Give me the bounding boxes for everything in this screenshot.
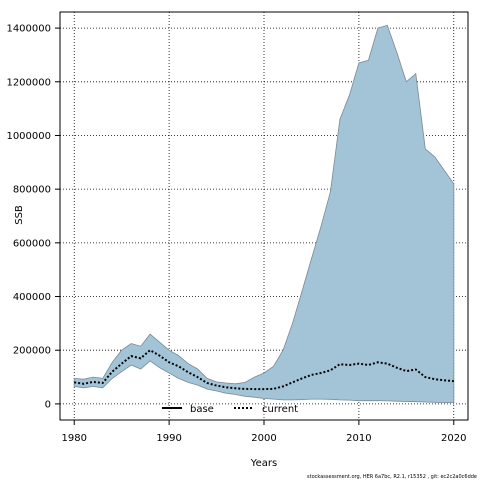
- y-tick-label-1400000: 1400000: [6, 24, 51, 35]
- y-axis: 0 200000 400000 600000 800000 1000000 1200000 1…: [6, 24, 60, 410]
- x-tick-label-1980: 1980: [62, 433, 87, 444]
- series-lines: [74, 348, 454, 391]
- x-tick-label-2010: 2010: [346, 433, 371, 444]
- x-axis-title: Years: [250, 458, 277, 469]
- y-tick-label-200000: 200000: [13, 346, 51, 357]
- legend: base current: [162, 404, 298, 415]
- series-line-current: [74, 348, 454, 391]
- legend-label-base: base: [190, 404, 214, 415]
- x-tick-label-1990: 1990: [156, 433, 181, 444]
- y-tick-label-0: 0: [45, 399, 51, 410]
- x-tick-label-2020: 2020: [441, 433, 466, 444]
- x-axis: 1980 1990 2000 2010 2020: [62, 420, 466, 444]
- y-tick-label-1200000: 1200000: [6, 77, 51, 88]
- x-tick-label-2000: 2000: [251, 433, 276, 444]
- footer-note: stockassessment.org, HER 6a7bc, R2.1, r1…: [307, 474, 477, 480]
- confidence-band: [73, 24, 455, 403]
- y-tick-label-400000: 400000: [13, 292, 51, 303]
- y-tick-label-800000: 800000: [13, 185, 51, 196]
- y-tick-label-1000000: 1000000: [6, 131, 51, 142]
- legend-label-current: current: [262, 404, 298, 415]
- y-tick-label-600000: 600000: [13, 238, 51, 249]
- y-axis-title: SSB: [14, 205, 25, 225]
